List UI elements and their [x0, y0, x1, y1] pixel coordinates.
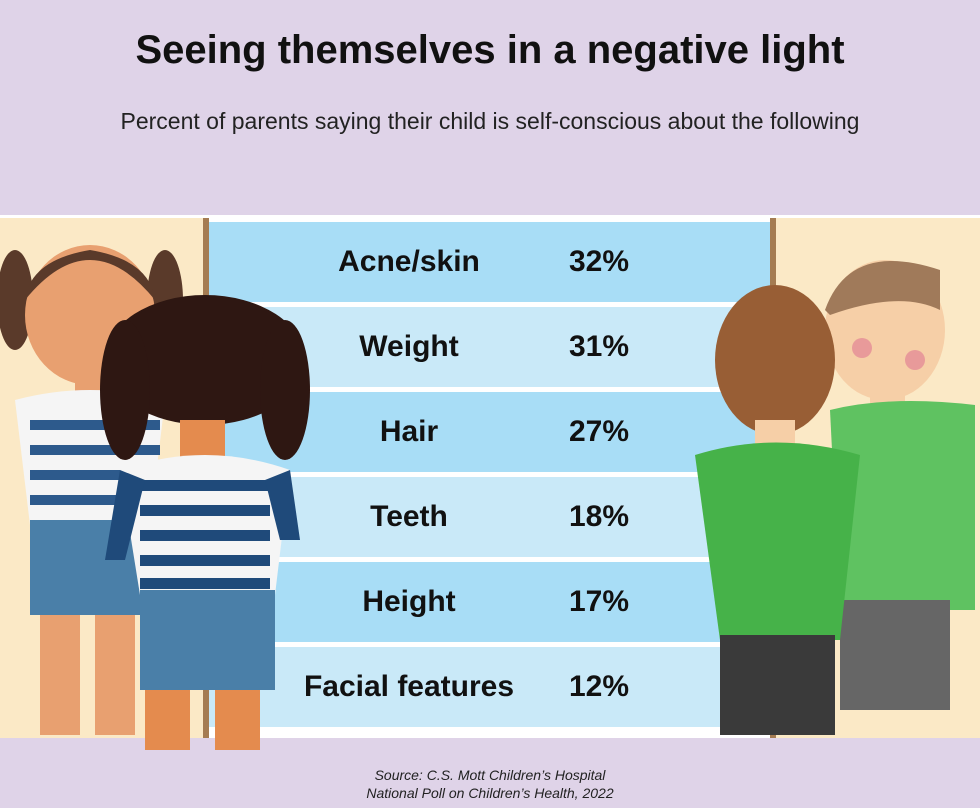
table-row: Acne/skin 32%: [209, 222, 770, 302]
header-background: [0, 0, 980, 215]
category-label: Hair: [379, 415, 439, 448]
value-label: 27%: [568, 415, 630, 448]
source-line-1: Source: C.S. Mott Children’s Hospital: [374, 767, 606, 783]
category-label: Acne/skin: [338, 245, 480, 278]
chart-subtitle: Percent of parents saying their child is…: [120, 108, 860, 134]
table-row: Teeth 18%: [209, 477, 770, 557]
category-label: Weight: [359, 330, 459, 363]
source-line-2: National Poll on Children’s Health, 2022: [366, 785, 614, 801]
value-label: 12%: [568, 670, 630, 703]
value-label: 32%: [568, 245, 630, 278]
value-label: 18%: [568, 500, 630, 533]
table-row: Facial features 12%: [209, 647, 770, 727]
value-label: 31%: [568, 330, 630, 363]
boy-back-illustration: [695, 285, 860, 735]
chart-title: Seeing themselves in a negative light: [135, 28, 845, 72]
data-table: Acne/skin 32% Weight 31% Hair 27% Teeth 18% Heig…: [209, 222, 770, 732]
category-label: Facial features: [303, 670, 515, 703]
category-label: Height: [362, 585, 456, 618]
table-row: Height 17%: [209, 562, 770, 642]
value-label: 17%: [568, 585, 630, 618]
source-note: Source: C.S. Mott Children’s Hospital Na…: [0, 766, 980, 802]
boy-reflection-illustration: [825, 260, 975, 710]
category-label: Teeth: [370, 500, 448, 533]
girl-back-illustration: [100, 295, 310, 750]
